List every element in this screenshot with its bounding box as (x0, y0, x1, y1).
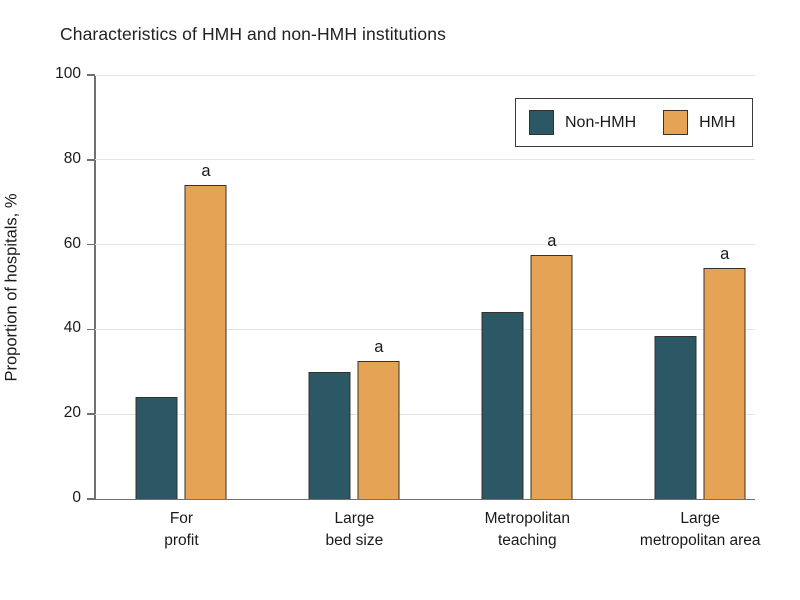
x-axis-category-label-line: Large (680, 510, 721, 527)
bar-group: a (135, 162, 227, 499)
y-axis-tick-label: 60 (63, 234, 81, 252)
x-axis-category-label: Metropolitan teaching (437, 508, 617, 552)
x-axis-category-label: For profit (91, 508, 271, 552)
significance-marker: a (374, 338, 384, 357)
gridline (95, 244, 755, 246)
y-axis-tick (87, 159, 95, 161)
legend-swatch-non-hmh (529, 110, 554, 135)
x-axis-category-label-line: For (169, 510, 194, 527)
bar-hmh: a (703, 245, 746, 499)
bar-hmh: a (184, 162, 227, 499)
y-axis-tick (87, 243, 95, 246)
legend-item: HMH (663, 110, 736, 135)
bar-hmh: a (530, 232, 573, 499)
y-axis-tick-label: 80 (63, 149, 81, 167)
y-axis-tick-label: 20 (63, 404, 81, 422)
y-axis-tick (87, 74, 95, 76)
x-axis-category-label-line: teaching (497, 532, 557, 549)
x-axis-line (94, 498, 755, 500)
x-axis-category-label-line: metropolitan area (639, 532, 761, 549)
x-axis-category-label-line: Metropolitan (484, 510, 570, 527)
bar-group: a (308, 338, 400, 499)
gridline (95, 74, 755, 76)
x-axis-category-label-line: profit (164, 532, 199, 549)
y-axis-tick (87, 498, 95, 500)
plot-area: a a a a (87, 74, 755, 500)
significance-marker: a (720, 244, 730, 263)
y-axis-title: Proportion of hospitals, % (2, 193, 21, 382)
significance-marker: a (547, 232, 557, 251)
y-axis-tick-label: 40 (63, 319, 81, 337)
y-axis-tick-label: 100 (55, 65, 81, 82)
y-axis-tick-label: 0 (72, 489, 81, 506)
y-axis-line (94, 75, 96, 499)
y-axis-tick (87, 413, 95, 415)
bar-non-hmh (481, 312, 524, 499)
legend: Non-HMH HMH (515, 98, 753, 147)
significance-marker: a (201, 162, 211, 181)
x-axis-category-label-line: bed size (325, 532, 384, 549)
x-axis-category-label-line: Large (334, 510, 375, 527)
bar-non-hmh (135, 397, 178, 499)
legend-swatch-hmh (663, 110, 689, 135)
legend-item: Non-HMH (529, 110, 636, 135)
bar-non-hmh (308, 371, 351, 499)
legend-label: HMH (699, 113, 736, 131)
gridline (95, 413, 755, 415)
bar-hmh: a (357, 338, 400, 499)
x-axis-category-label: Large bed size (264, 508, 444, 552)
gridline (95, 159, 755, 161)
bar-non-hmh (654, 335, 697, 499)
gridline (95, 328, 755, 330)
chart-title: Characteristics of HMH and non-HMH insti… (60, 24, 446, 44)
x-axis-category-label: Large metropolitan area (610, 508, 790, 552)
bar-group: a (654, 245, 746, 499)
y-axis-tick (87, 328, 95, 331)
legend-label: Non-HMH (565, 113, 637, 131)
bar-group: a (481, 232, 573, 499)
